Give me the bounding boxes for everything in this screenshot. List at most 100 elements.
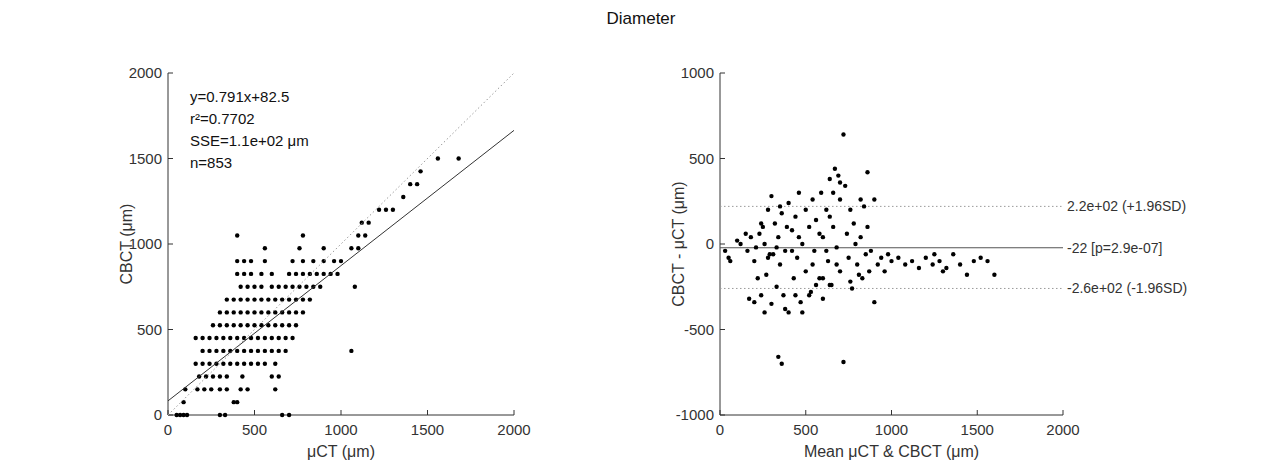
annotation: n=853 bbox=[190, 154, 232, 171]
point bbox=[242, 259, 246, 263]
point bbox=[814, 218, 818, 222]
x-tick bbox=[514, 410, 515, 415]
point bbox=[879, 255, 883, 259]
point bbox=[245, 297, 249, 301]
x-axis-label: Mean μCT & CBCT (μm) bbox=[804, 443, 979, 460]
point bbox=[277, 374, 281, 378]
point bbox=[886, 252, 890, 256]
y-tick bbox=[168, 244, 173, 245]
chart: 0500100015002000-1000-50005001000Mean μC… bbox=[670, 64, 1187, 460]
point bbox=[301, 310, 305, 314]
point bbox=[339, 259, 343, 263]
point bbox=[773, 221, 777, 225]
point bbox=[735, 238, 739, 242]
point bbox=[896, 255, 900, 259]
point bbox=[270, 285, 274, 289]
point bbox=[311, 259, 315, 263]
y-tick-label: 0 bbox=[706, 235, 714, 252]
point bbox=[862, 204, 866, 208]
point bbox=[781, 293, 785, 297]
point bbox=[335, 272, 339, 276]
point bbox=[951, 252, 955, 256]
point bbox=[783, 249, 787, 253]
point bbox=[232, 323, 236, 327]
point bbox=[817, 232, 821, 236]
x-tick bbox=[427, 410, 428, 415]
point bbox=[766, 208, 770, 212]
point bbox=[807, 225, 811, 229]
point bbox=[843, 184, 847, 188]
point bbox=[978, 255, 982, 259]
point bbox=[941, 269, 945, 273]
point bbox=[917, 266, 921, 270]
point bbox=[384, 208, 388, 212]
reference-label: -22 [p=2.9e-07] bbox=[1067, 240, 1162, 256]
point bbox=[360, 220, 364, 224]
point bbox=[769, 302, 773, 306]
point bbox=[270, 349, 274, 353]
point bbox=[235, 336, 239, 340]
point bbox=[838, 197, 842, 201]
point bbox=[273, 323, 277, 327]
point bbox=[235, 349, 239, 353]
point bbox=[221, 362, 225, 366]
line bbox=[168, 73, 514, 415]
point bbox=[322, 272, 326, 276]
point bbox=[778, 262, 782, 266]
y-tick-label: 1500 bbox=[129, 150, 162, 167]
point bbox=[992, 273, 996, 277]
point bbox=[872, 197, 876, 201]
point bbox=[209, 387, 213, 391]
point bbox=[280, 297, 284, 301]
point bbox=[263, 349, 267, 353]
point bbox=[214, 336, 218, 340]
point bbox=[287, 323, 291, 327]
point bbox=[356, 233, 360, 237]
point bbox=[366, 220, 370, 224]
point bbox=[834, 245, 838, 249]
point bbox=[749, 235, 753, 239]
point bbox=[273, 362, 277, 366]
point bbox=[828, 283, 832, 287]
point bbox=[456, 156, 460, 160]
point bbox=[263, 259, 267, 263]
point bbox=[903, 262, 907, 266]
point bbox=[223, 413, 227, 417]
point bbox=[786, 201, 790, 205]
point bbox=[263, 336, 267, 340]
y-tick bbox=[720, 73, 725, 74]
point bbox=[821, 276, 825, 280]
point bbox=[766, 255, 770, 259]
x-tick bbox=[1063, 410, 1064, 415]
x-tick-label: 0 bbox=[716, 421, 724, 438]
point bbox=[240, 374, 244, 378]
annotation: SSE=1.1e+02 μm bbox=[190, 132, 309, 149]
point bbox=[200, 362, 204, 366]
point bbox=[308, 297, 312, 301]
point bbox=[831, 225, 835, 229]
point bbox=[910, 259, 914, 263]
point bbox=[824, 249, 828, 253]
point bbox=[790, 228, 794, 232]
point bbox=[828, 214, 832, 218]
y-tick bbox=[168, 73, 173, 74]
point bbox=[277, 349, 281, 353]
point bbox=[800, 310, 804, 314]
point bbox=[800, 242, 804, 246]
point bbox=[277, 336, 281, 340]
point bbox=[214, 349, 218, 353]
point bbox=[985, 259, 989, 263]
point bbox=[200, 349, 204, 353]
point bbox=[377, 208, 381, 212]
point bbox=[301, 259, 305, 263]
y-tick-label: 0 bbox=[154, 406, 162, 423]
point bbox=[776, 235, 780, 239]
point bbox=[924, 255, 928, 259]
point bbox=[225, 310, 229, 314]
point bbox=[804, 269, 808, 273]
plot-area bbox=[720, 132, 1063, 366]
point bbox=[249, 259, 253, 263]
y-tick bbox=[720, 415, 725, 416]
point bbox=[418, 169, 422, 173]
point bbox=[287, 297, 291, 301]
